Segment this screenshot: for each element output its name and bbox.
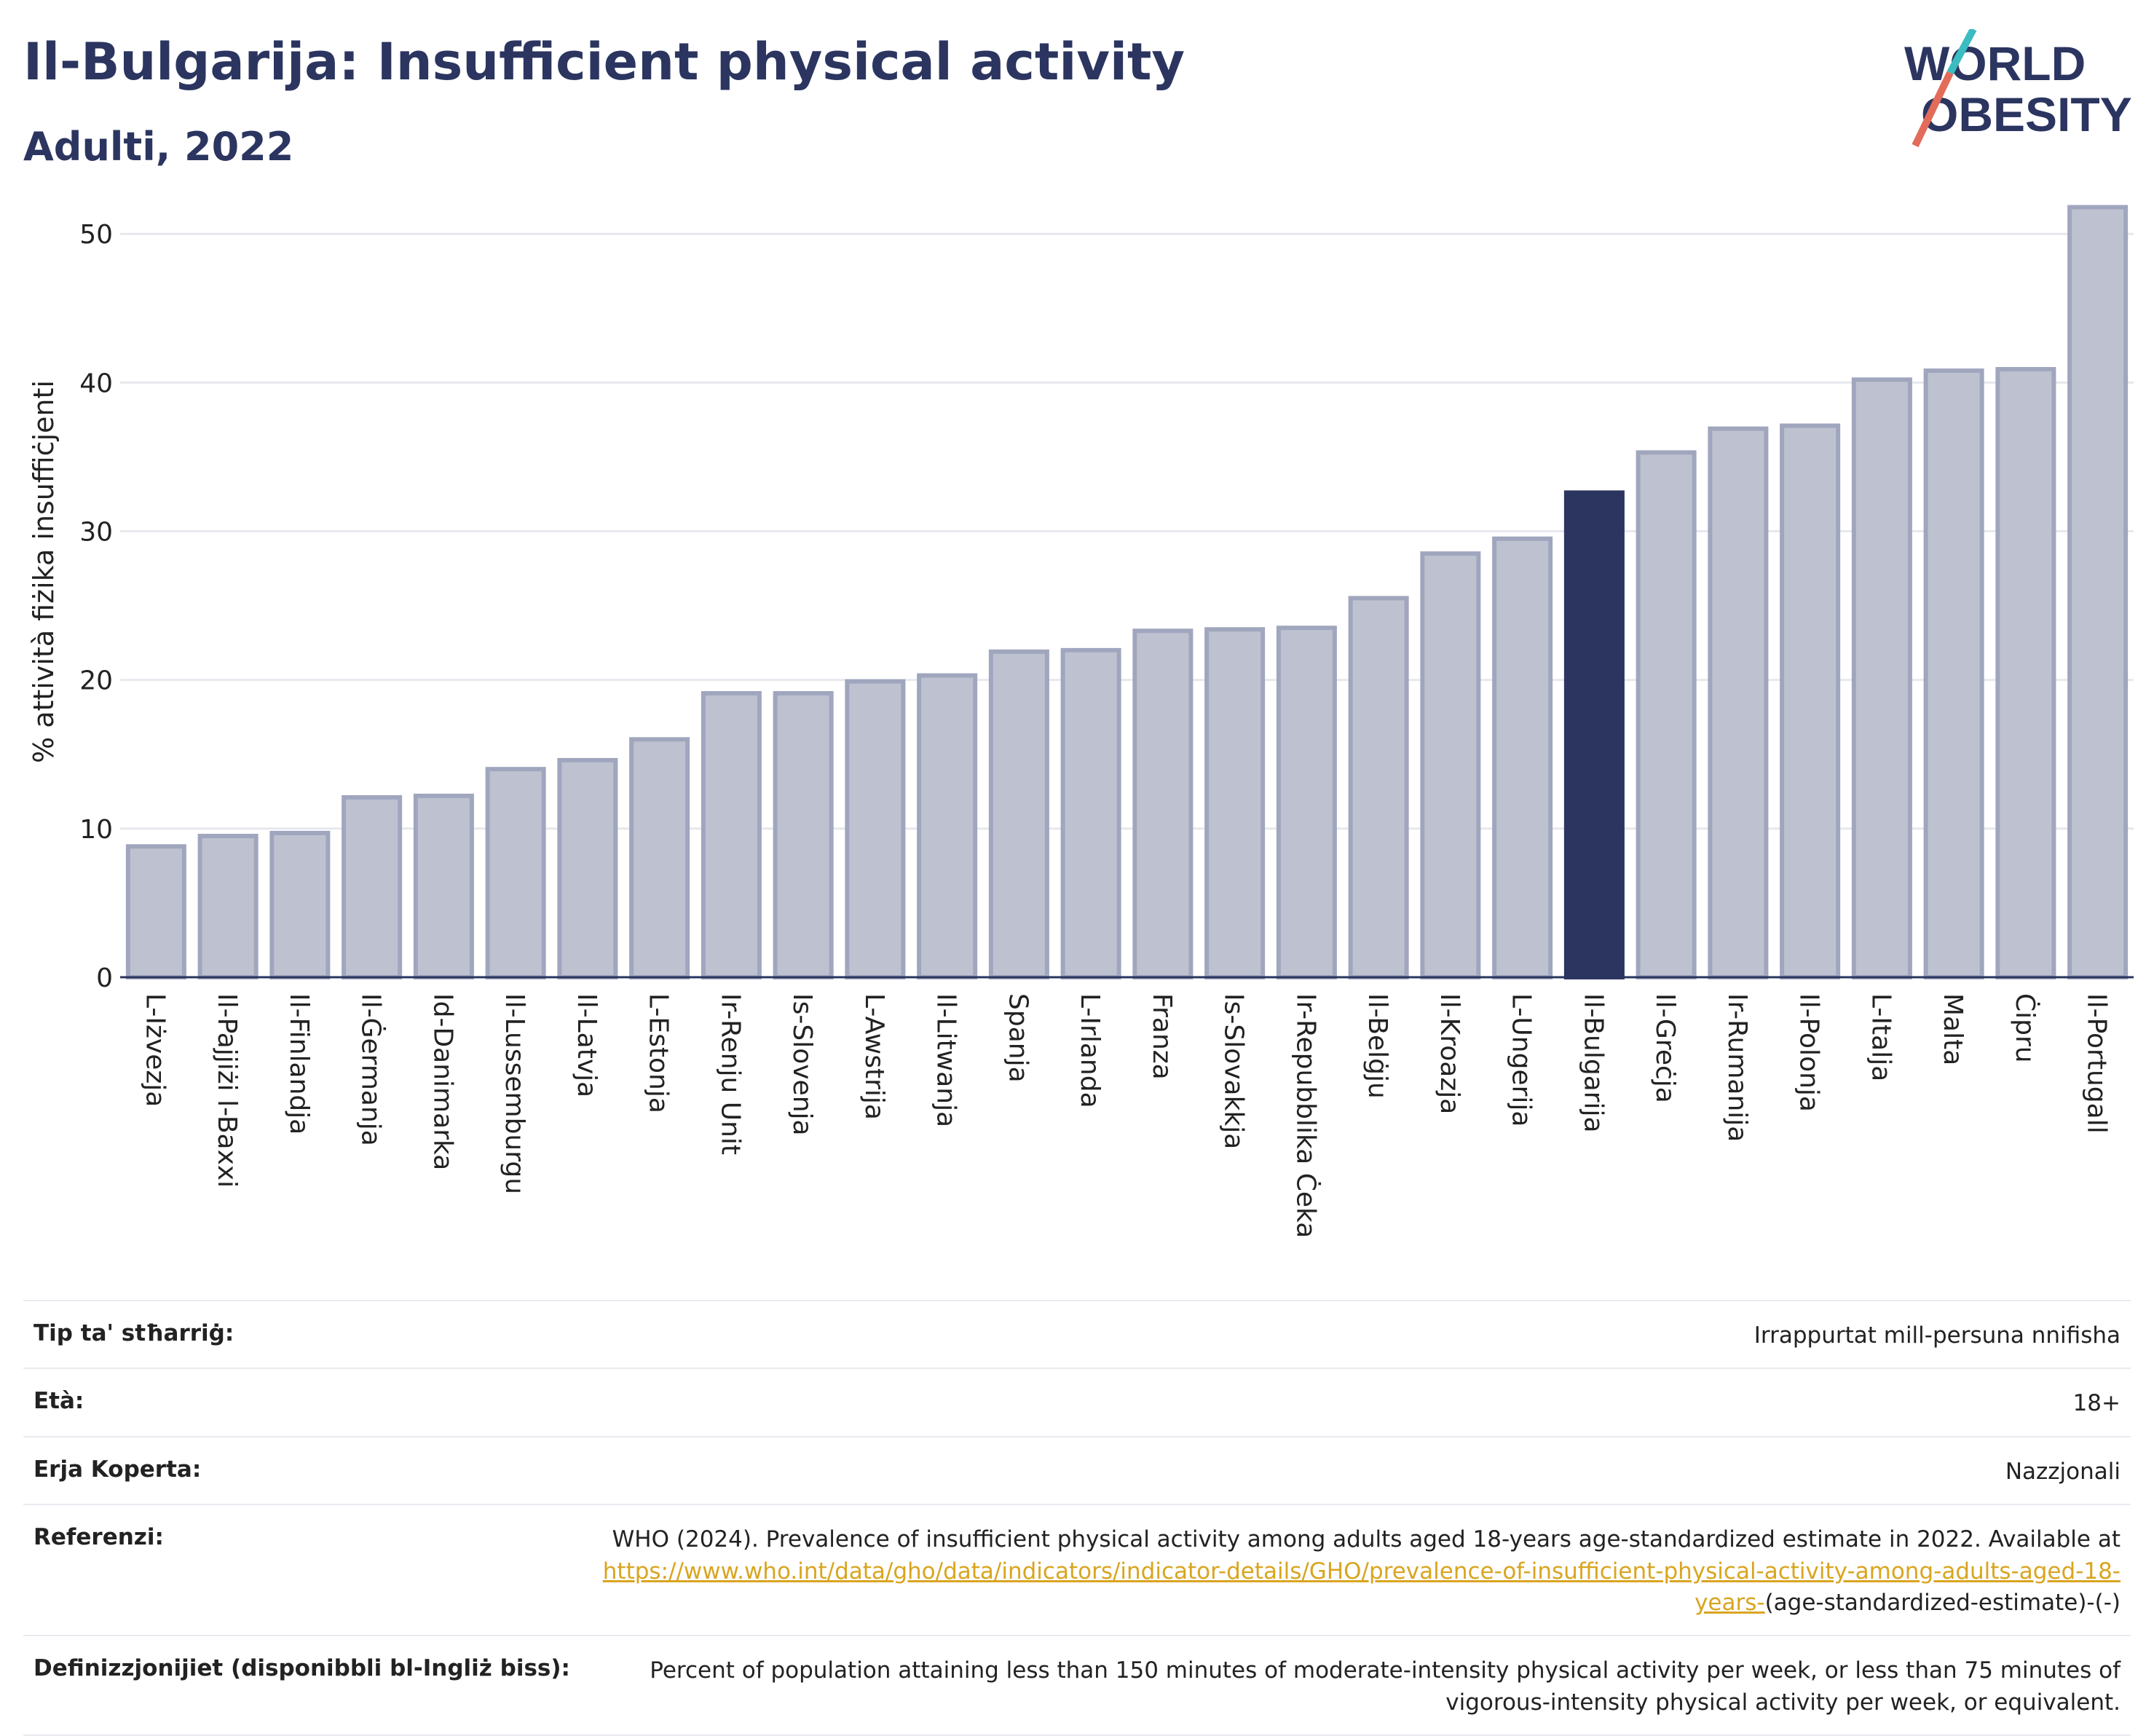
x-tick-label: L-Awstrija [859, 993, 889, 1120]
y-axis-label: % attività fiżika insuffiċjenti [28, 380, 60, 763]
x-tick-label: Il-Lussemburgu [500, 993, 529, 1194]
x-tick-label: Il-Kroazja [1435, 993, 1464, 1114]
logo-slash-teal [1946, 29, 1977, 75]
x-tick-label: L-Irlanda [1075, 993, 1105, 1108]
y-tick-label: 30 [79, 518, 113, 548]
meta-label: Erja Koperta: [33, 1456, 202, 1483]
bar-5 [485, 767, 546, 980]
bar-20 [1563, 490, 1625, 979]
bar-7 [629, 737, 690, 980]
meta-row-definitions: Definizzjonijiet (disponibbli bl-Ingliż … [23, 1635, 2131, 1736]
reference-text: WHO (2024). Prevalence of insufficient p… [543, 1524, 2121, 1619]
bar-22 [1708, 426, 1769, 979]
bar-25 [1923, 368, 1984, 979]
x-tick-label: Il-Portugall [2082, 993, 2112, 1134]
meta-row-area: Erja Koperta: Nazzjonali [23, 1435, 2131, 1504]
x-tick-label: Il-Belġju [1362, 993, 1392, 1099]
world-obesity-logo: WORLD OBESITY [1904, 29, 2132, 148]
reference-link-tail: (age-standardized-estimate)-(-) [1764, 1589, 2121, 1616]
bar-27 [2067, 205, 2129, 979]
y-tick-label: 0 [96, 963, 113, 993]
meta-label: Età: [33, 1388, 84, 1415]
y-tick-labels: 0 10 20 30 40 50 [79, 220, 113, 993]
x-tick-label: Ir-Repubblika Ċeka [1290, 993, 1321, 1238]
reference-citation: WHO (2024). Prevalence of insufficient p… [612, 1526, 2121, 1553]
bar-0 [125, 844, 186, 979]
logo-slash-coral [1912, 71, 1954, 148]
meta-row-references: Referenzi: WHO (2024). Prevalence of ins… [23, 1504, 2131, 1635]
meta-row-survey: Tip ta' stħarriġ: Irrappurtat mill-persu… [23, 1300, 2131, 1368]
bar-9 [773, 691, 834, 980]
x-tick-label: Id-Danimarka [427, 993, 457, 1170]
bar-11 [917, 673, 978, 980]
y-tick-label: 10 [79, 815, 113, 845]
bar-19 [1492, 536, 1553, 979]
bar-21 [1636, 450, 1697, 979]
x-tick-label: Il-Litwanja [931, 993, 961, 1127]
x-tick-label: Franza [1147, 993, 1177, 1080]
page-subtitle: Adulti, 2022 [23, 124, 294, 170]
bar-24 [1851, 377, 1912, 979]
logo-line1: WORLD [1904, 36, 2086, 90]
x-tick-label: Is-Slovakkja [1219, 993, 1249, 1149]
x-tick-label: Il-Polonja [1794, 993, 1824, 1112]
x-tick-label: Il-Finlandja [284, 993, 314, 1135]
meta-value: 18+ [2072, 1390, 2121, 1417]
metadata-table: Tip ta' stħarriġ: Irrappurtat mill-persu… [23, 1300, 2131, 1736]
x-tick-label: L-Italja [1866, 993, 1895, 1081]
bar-chart: 0 10 20 30 40 50 L-Iżvezja Il-Pajjiżi l-Baxxi I… [79, 205, 2134, 1238]
y-tick-label: 50 [79, 220, 113, 250]
definition-text: Percent of population attaining less tha… [650, 1657, 2121, 1716]
bar-13 [1060, 647, 1121, 979]
y-tick-label: 20 [79, 666, 113, 696]
meta-label: Referenzi: [33, 1524, 164, 1551]
y-tick-label: 40 [79, 368, 113, 398]
x-tick-label: Ir-Rumanija [1722, 993, 1752, 1142]
bar-12 [988, 649, 1049, 979]
bar-18 [1420, 551, 1481, 979]
x-tick-label: L-Iżvezja [140, 993, 170, 1107]
bar-15 [1204, 627, 1266, 979]
bars [125, 205, 2129, 980]
reference-link[interactable]: https://www.who.int/data/gho/data/indica… [602, 1558, 2121, 1616]
page-title: Il-Bulgarija: Insufficient physical acti… [23, 32, 1186, 92]
logo-line2: OBESITY [1921, 87, 2132, 141]
x-tick-label: Il-Bulgarija [1578, 993, 1608, 1133]
x-tick-label: Spanja [1003, 993, 1033, 1083]
x-tick-label: Ir-Renju Unit [715, 993, 745, 1155]
meta-value: Nazzjonali [2005, 1458, 2121, 1485]
meta-label: Definizzjonijiet (disponibbli bl-Ingliż … [33, 1655, 570, 1682]
bar-2 [269, 830, 331, 980]
bar-16 [1276, 626, 1337, 980]
bar-4 [413, 793, 474, 979]
x-tick-label: Is-Slovenja [787, 993, 817, 1136]
bar-10 [845, 679, 906, 979]
bar-26 [1995, 367, 2056, 979]
meta-label: Tip ta' stħarriġ: [33, 1320, 234, 1346]
x-tick-label: Il-Greċja [1650, 993, 1680, 1103]
bar-17 [1348, 596, 1409, 979]
x-tick-label: L-Estonja [644, 993, 674, 1113]
x-tick-label: Malta [1938, 993, 1968, 1065]
bar-23 [1780, 423, 1841, 979]
x-tick-label: Il-Ġermanja [356, 993, 387, 1146]
bar-1 [197, 834, 259, 980]
bar-8 [701, 691, 762, 980]
bar-14 [1132, 628, 1194, 979]
bar-6 [557, 757, 618, 979]
meta-value: Irrappurtat mill-persuna nnifisha [1753, 1322, 2121, 1349]
x-tick-label: Il-Latvja [572, 993, 601, 1097]
x-tick-label: Ċipru [2010, 993, 2040, 1063]
x-tick-label: Il-Pajjiżi l-Baxxi [212, 993, 242, 1188]
bar-3 [342, 794, 403, 980]
x-tick-label: L-Ungerija [1507, 993, 1536, 1127]
meta-row-age: Età: 18+ [23, 1368, 2131, 1435]
x-tick-labels: L-Iżvezja Il-Pajjiżi l-Baxxi Il-Finlandja I… [140, 993, 2111, 1238]
